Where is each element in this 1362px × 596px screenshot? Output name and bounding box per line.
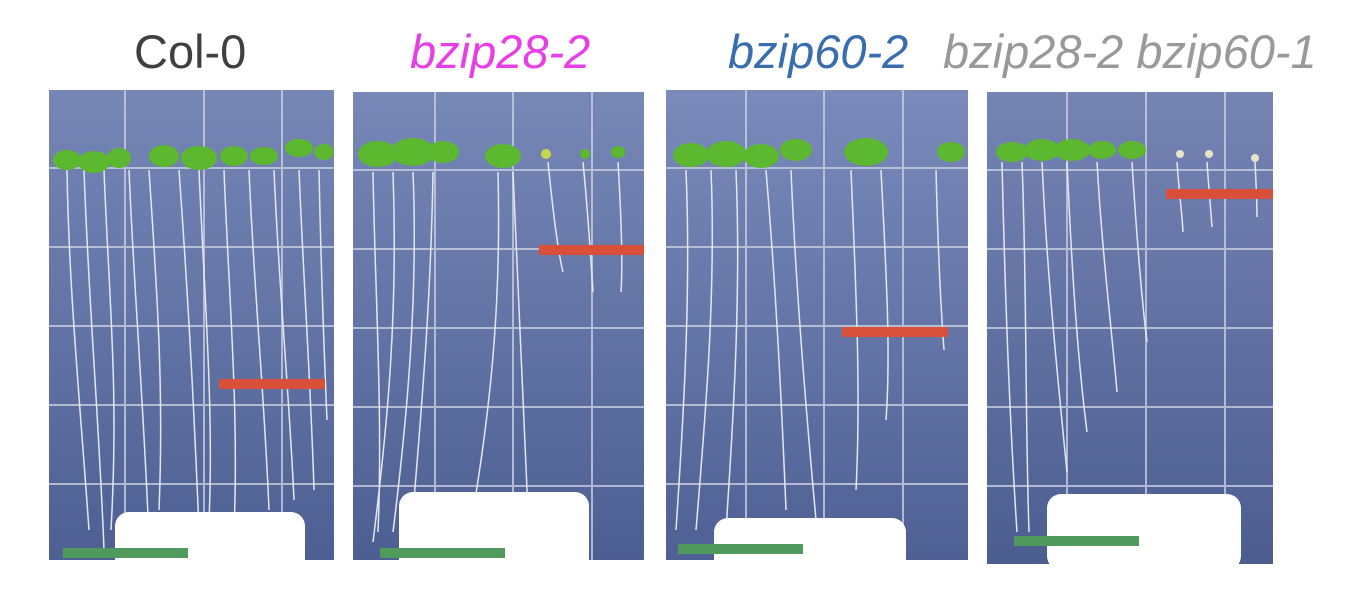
label-card bbox=[1047, 494, 1241, 564]
plate-image-bzip28-2-bzip60-1 bbox=[987, 92, 1273, 564]
label-col-0: Col-0 bbox=[134, 25, 247, 78]
plate-col-0 bbox=[49, 90, 334, 560]
green-marker bbox=[380, 548, 505, 558]
red-marker bbox=[1166, 189, 1273, 199]
plate-bzip28-2 bbox=[353, 92, 644, 560]
green-marker bbox=[678, 544, 803, 554]
red-marker bbox=[842, 327, 948, 337]
red-marker bbox=[539, 245, 644, 255]
red-marker bbox=[219, 379, 325, 389]
seedlings bbox=[358, 138, 625, 168]
seedlings bbox=[53, 139, 334, 173]
label-bzip60-2: bzip60-2 bbox=[728, 25, 909, 78]
plate-image-bzip60-2 bbox=[666, 90, 968, 560]
green-marker bbox=[63, 548, 188, 558]
roots bbox=[66, 169, 328, 551]
grid-lines bbox=[666, 90, 968, 560]
green-marker bbox=[1014, 536, 1139, 546]
label-bzip28-2: bzip28-2 bbox=[410, 25, 591, 78]
plate-bzip28-2-bzip60-1 bbox=[987, 92, 1273, 564]
seedlings bbox=[673, 138, 965, 168]
plate-bzip60-2 bbox=[666, 90, 968, 560]
roots bbox=[372, 161, 623, 543]
plate-image-bzip28-2 bbox=[353, 92, 644, 560]
label-card bbox=[399, 492, 589, 560]
seedlings bbox=[996, 139, 1259, 162]
label-bzip28-2-bzip60-1: bzip28-2 bzip60-1 bbox=[943, 25, 1317, 78]
plate-image-col-0 bbox=[49, 90, 334, 560]
